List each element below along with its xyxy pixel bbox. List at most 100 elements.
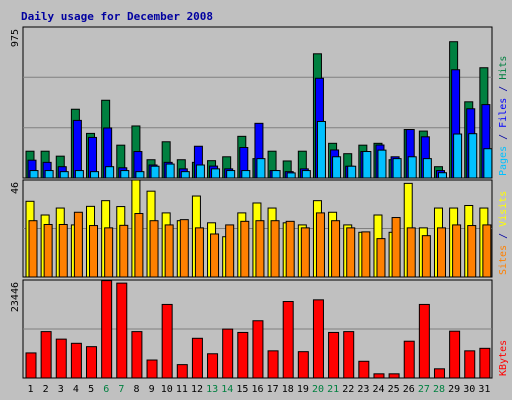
panel-hits: 975 Pages / Files / Hits xyxy=(10,26,509,179)
x-tick-31: 31 xyxy=(478,384,490,395)
x-tick-18: 18 xyxy=(282,384,294,395)
x-tick-29: 29 xyxy=(448,384,460,395)
bar-kbytes-13 xyxy=(207,353,219,379)
bar-pages-2 xyxy=(44,170,54,179)
bar-sites-16 xyxy=(255,220,265,278)
legend-separator: / xyxy=(498,80,509,98)
x-tick-6: 6 xyxy=(103,384,109,395)
bar-pages-12 xyxy=(195,164,205,179)
bar-sites-23 xyxy=(361,231,371,278)
x-tick-28: 28 xyxy=(433,384,445,395)
bar-pages-18 xyxy=(286,172,296,179)
bar-pages-21 xyxy=(332,156,342,179)
x-tick-26: 26 xyxy=(403,384,415,395)
bar-sites-10 xyxy=(164,224,174,278)
series-pages xyxy=(29,120,493,179)
x-tick-14: 14 xyxy=(221,384,233,395)
x-tick-8: 8 xyxy=(133,384,139,395)
legend-entry-visits: Visits xyxy=(498,191,509,227)
bar-kbytes-25 xyxy=(388,373,400,379)
bar-kbytes-9 xyxy=(146,359,158,379)
x-tick-20: 20 xyxy=(312,384,324,395)
bar-kbytes-18 xyxy=(282,301,294,379)
bar-pages-1 xyxy=(29,170,39,179)
x-axis-tick-labels: 1 2 3 4 5 6 7 8 9 10 11 12 13 14 15 16 17 18 19 20 21 22 23 24 2… xyxy=(28,384,491,395)
x-tick-7: 7 xyxy=(118,384,124,395)
bar-kbytes-7 xyxy=(116,282,128,379)
bar-kbytes-3 xyxy=(55,338,67,379)
bar-sites-12 xyxy=(194,227,204,278)
legend-entry-sites: Sites xyxy=(498,245,509,275)
x-tick-24: 24 xyxy=(373,384,385,395)
bar-sites-30 xyxy=(467,225,477,278)
bar-sites-17 xyxy=(270,220,280,278)
x-tick-25: 25 xyxy=(388,384,400,395)
bar-sites-5 xyxy=(89,225,99,278)
bar-pages-14 xyxy=(226,170,236,179)
bar-sites-22 xyxy=(346,227,356,278)
x-tick-11: 11 xyxy=(176,384,188,395)
bar-kbytes-8 xyxy=(131,331,143,379)
bar-sites-26 xyxy=(406,227,416,278)
bar-kbytes-1 xyxy=(25,352,37,379)
bar-pages-26 xyxy=(407,156,417,179)
legend-entry-hits: Hits xyxy=(498,56,509,80)
bar-kbytes-11 xyxy=(176,364,188,379)
bar-sites-2 xyxy=(43,223,53,278)
bar-kbytes-28 xyxy=(433,368,445,379)
series-kbytes xyxy=(25,280,491,379)
bar-sites-19 xyxy=(300,227,310,278)
bar-sites-9 xyxy=(149,220,159,278)
legend-separator: / xyxy=(498,128,509,146)
bar-kbytes-4 xyxy=(70,342,82,379)
bar-kbytes-10 xyxy=(161,303,173,379)
x-tick-1: 1 xyxy=(28,384,34,395)
x-tick-23: 23 xyxy=(357,384,369,395)
x-tick-4: 4 xyxy=(73,384,79,395)
y-axis-max-label: 23446 xyxy=(10,282,21,312)
bar-sites-24 xyxy=(376,238,386,278)
y-axis-max-label: 46 xyxy=(10,182,21,194)
bar-sites-11 xyxy=(179,219,189,278)
bar-kbytes-21 xyxy=(328,331,340,379)
bar-pages-5 xyxy=(90,171,100,179)
bar-kbytes-26 xyxy=(403,340,415,379)
bar-kbytes-27 xyxy=(418,303,430,379)
legend-entry-kbytes: KBytes xyxy=(498,340,509,376)
x-tick-15: 15 xyxy=(236,384,248,395)
bar-kbytes-12 xyxy=(191,337,203,379)
bar-sites-18 xyxy=(285,220,295,278)
bar-kbytes-31 xyxy=(479,347,491,379)
bar-kbytes-16 xyxy=(252,320,264,379)
bar-pages-7 xyxy=(120,170,130,179)
x-tick-2: 2 xyxy=(43,384,49,395)
x-tick-5: 5 xyxy=(88,384,94,395)
bar-sites-1 xyxy=(28,220,38,278)
bar-pages-23 xyxy=(362,151,372,179)
bar-kbytes-15 xyxy=(237,331,249,379)
bar-pages-10 xyxy=(165,163,175,179)
y-axis-max-label: 975 xyxy=(10,29,21,47)
bar-pages-22 xyxy=(347,165,357,179)
bar-pages-16 xyxy=(256,158,266,179)
bar-pages-30 xyxy=(468,133,478,179)
legend-label-kbytes: KBytes xyxy=(498,340,509,376)
bar-sites-3 xyxy=(58,223,68,278)
legend-entry-files: Files xyxy=(498,98,509,128)
bar-kbytes-17 xyxy=(267,350,279,379)
bar-sites-27 xyxy=(421,235,431,278)
bar-kbytes-23 xyxy=(358,360,370,379)
bar-pages-27 xyxy=(422,158,432,179)
legend-entry-pages: Pages xyxy=(498,146,509,176)
series-sites xyxy=(28,211,492,278)
bar-kbytes-14 xyxy=(222,328,234,379)
bar-pages-6 xyxy=(105,166,115,179)
bar-pages-15 xyxy=(241,170,251,179)
bar-sites-13 xyxy=(210,233,220,278)
bar-pages-24 xyxy=(377,149,387,179)
bar-sites-31 xyxy=(482,224,492,278)
bar-sites-6 xyxy=(104,227,114,278)
x-tick-21: 21 xyxy=(327,384,339,395)
x-tick-22: 22 xyxy=(342,384,354,395)
bar-sites-14 xyxy=(225,224,235,278)
